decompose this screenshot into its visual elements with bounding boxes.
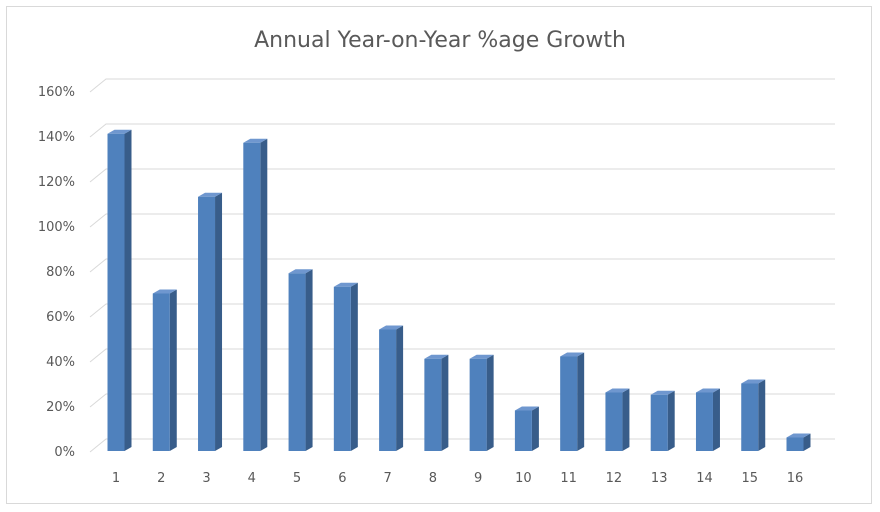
x-tick-label: 2 bbox=[157, 471, 165, 486]
y-tick-label: 20% bbox=[46, 400, 75, 415]
bar bbox=[243, 138, 268, 451]
x-tick-label: 1 bbox=[112, 471, 120, 486]
y-tick-label: 140% bbox=[38, 130, 75, 145]
gridline bbox=[89, 123, 835, 138]
gridline bbox=[89, 258, 835, 273]
bar bbox=[605, 388, 630, 451]
bar bbox=[107, 129, 132, 451]
x-tick-label: 14 bbox=[696, 471, 713, 486]
x-tick-label: 3 bbox=[202, 471, 210, 486]
x-tick-label: 8 bbox=[429, 471, 437, 486]
bars bbox=[107, 129, 811, 451]
x-tick-label: 7 bbox=[383, 471, 391, 486]
bar bbox=[333, 282, 358, 451]
gridline bbox=[89, 168, 835, 183]
bar bbox=[424, 354, 449, 451]
bar bbox=[650, 390, 675, 451]
gridlines bbox=[89, 78, 835, 453]
x-axis-ticks: 1 2 3 4 5 6 7 8 9 10 11 12 13 14 15 16 bbox=[112, 471, 803, 486]
gridline bbox=[89, 393, 835, 408]
bar bbox=[514, 406, 539, 451]
y-tick-label: 160% bbox=[38, 85, 75, 100]
y-tick-label: 100% bbox=[38, 220, 75, 235]
bar bbox=[741, 379, 766, 451]
x-tick-label: 9 bbox=[474, 471, 482, 486]
y-tick-label: 0% bbox=[54, 445, 75, 460]
bar bbox=[152, 289, 177, 451]
y-tick-label: 60% bbox=[46, 310, 75, 325]
gridline bbox=[89, 213, 835, 228]
x-tick-label: 12 bbox=[606, 471, 623, 486]
x-tick-label: 10 bbox=[515, 471, 532, 486]
bar bbox=[695, 388, 720, 451]
gridline bbox=[89, 438, 835, 453]
gridline bbox=[89, 348, 835, 363]
bar bbox=[379, 325, 404, 451]
bar bbox=[786, 433, 811, 451]
x-tick-label: 16 bbox=[787, 471, 804, 486]
bar bbox=[560, 352, 585, 451]
x-tick-label: 6 bbox=[338, 471, 346, 486]
x-tick-label: 5 bbox=[293, 471, 301, 486]
x-tick-label: 15 bbox=[741, 471, 758, 486]
x-tick-label: 4 bbox=[248, 471, 256, 486]
y-tick-label: 80% bbox=[46, 265, 75, 280]
x-tick-label: 13 bbox=[651, 471, 668, 486]
x-tick-label: 11 bbox=[560, 471, 577, 486]
bar bbox=[288, 269, 313, 451]
y-axis-ticks: 0% 20% 40% 60% 80% 100% 120% 140% 160% bbox=[38, 85, 75, 460]
bar bbox=[469, 354, 494, 451]
gridline bbox=[89, 78, 835, 93]
y-tick-label: 40% bbox=[46, 355, 75, 370]
y-tick-label: 120% bbox=[38, 175, 75, 190]
bar bbox=[198, 192, 223, 451]
chart-title: Annual Year-on-Year %age Growth bbox=[254, 28, 626, 53]
gridline bbox=[89, 303, 835, 318]
